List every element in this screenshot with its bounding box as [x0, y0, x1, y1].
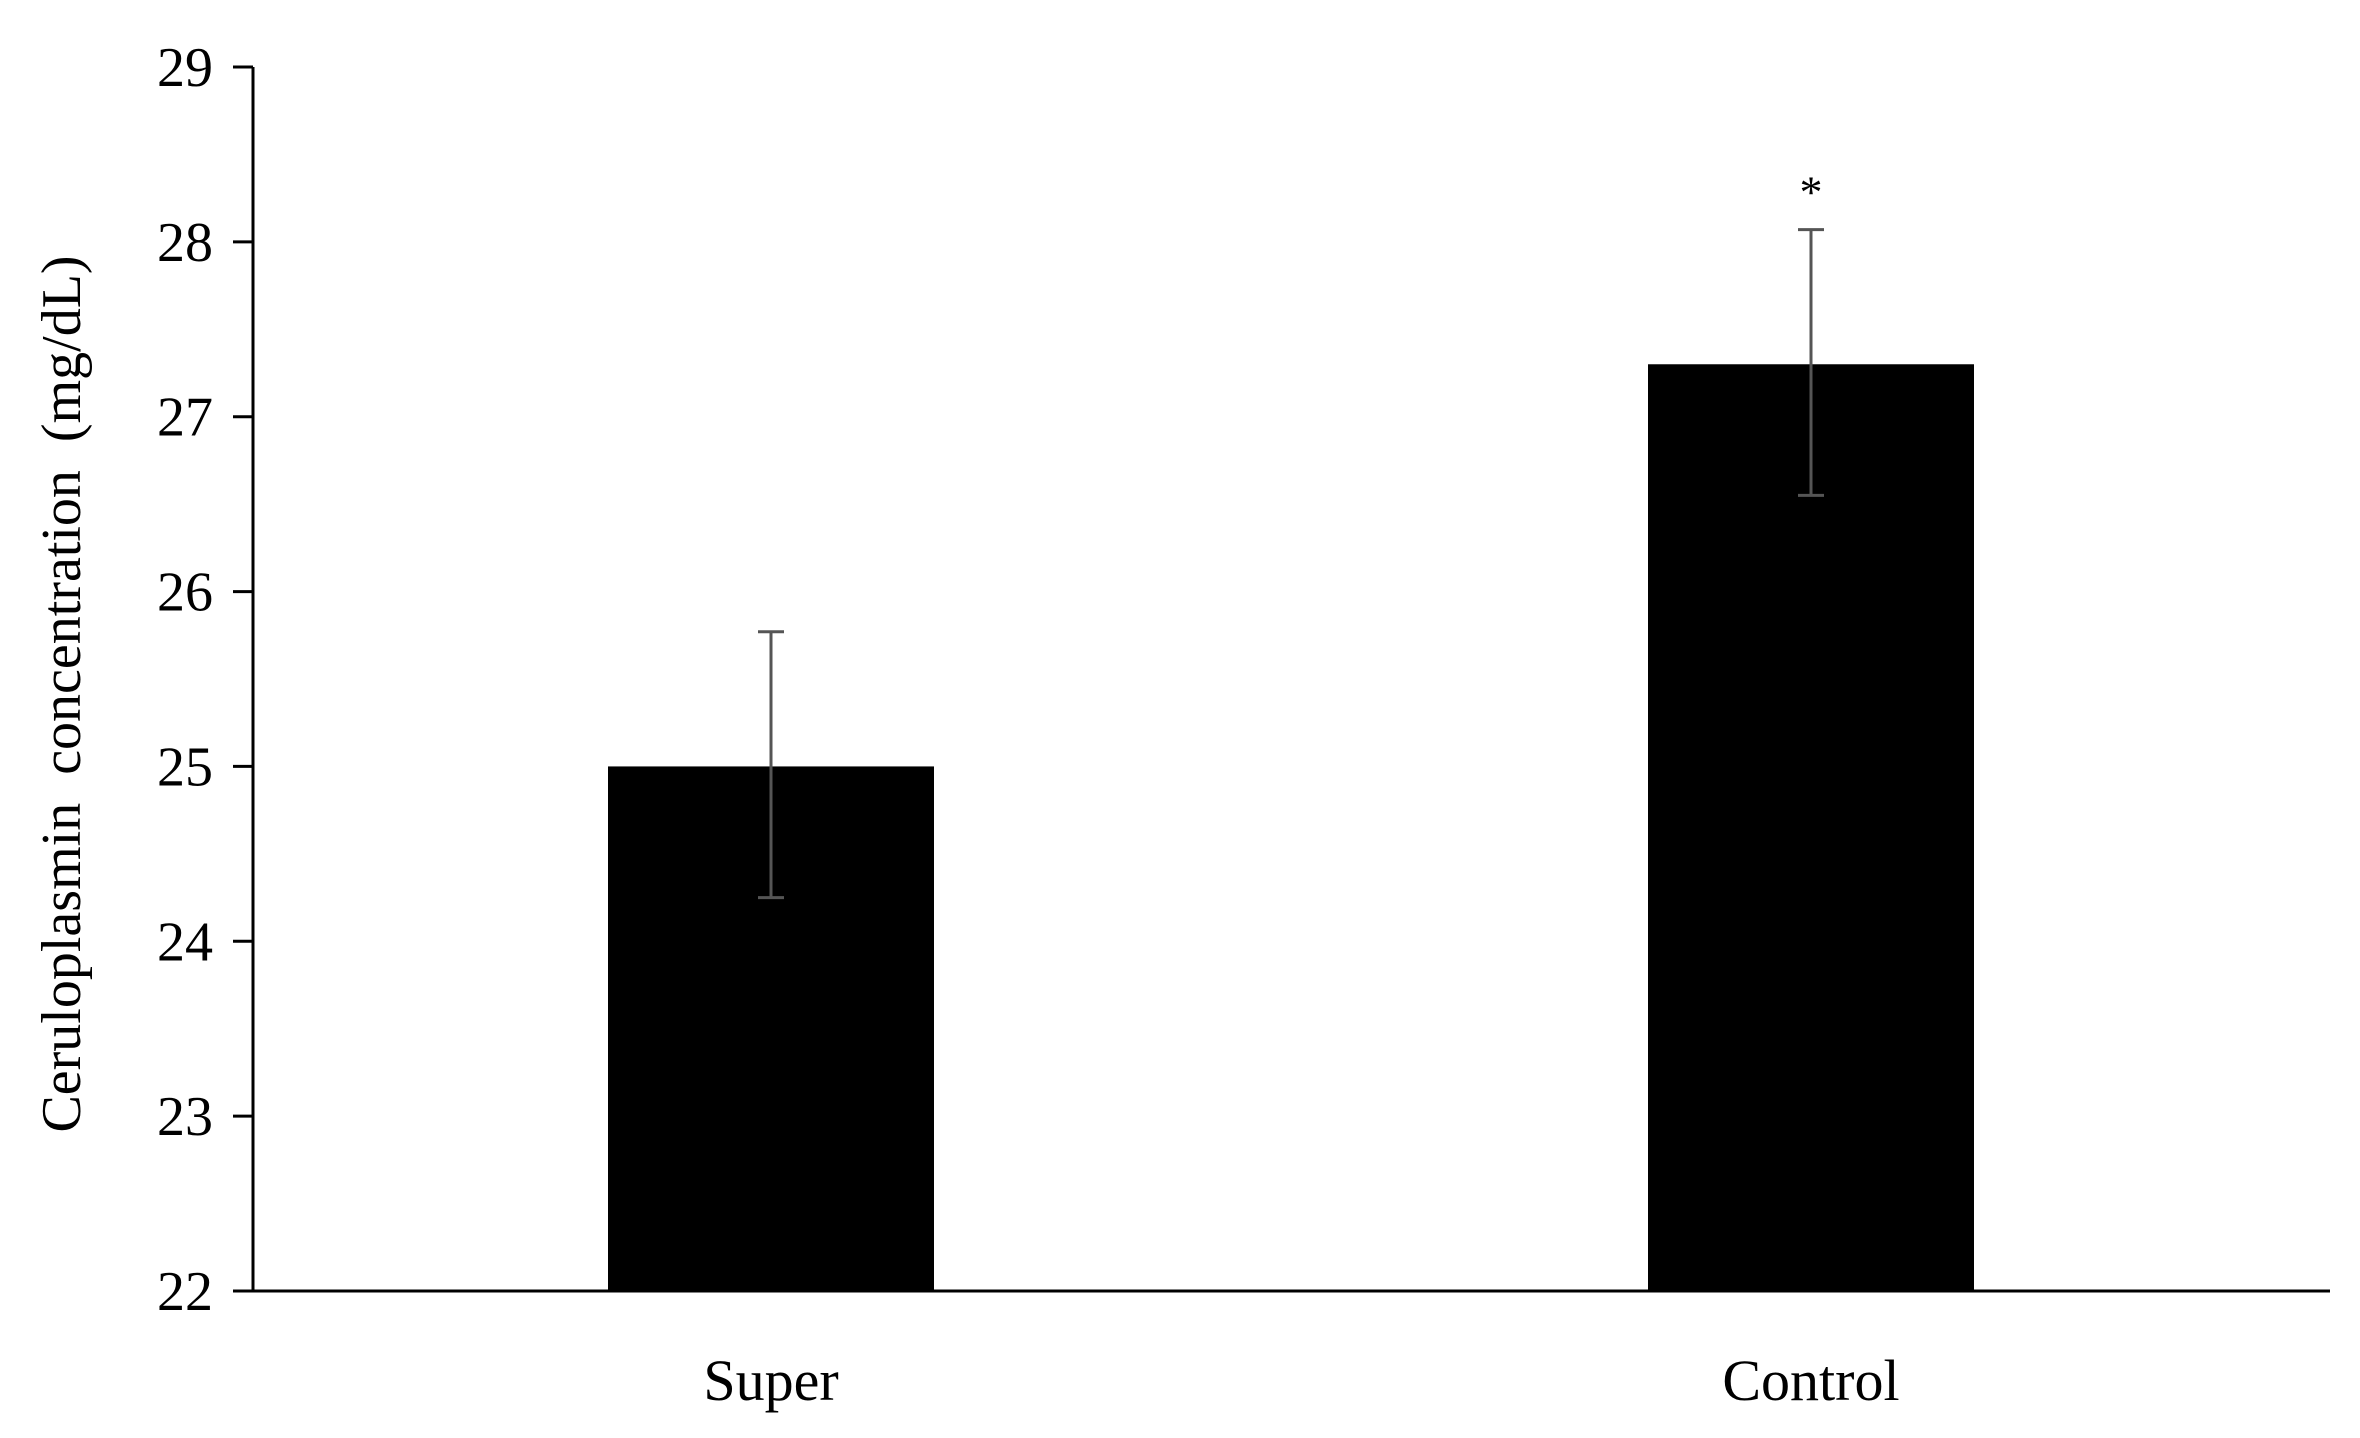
y-tick-label: 23 — [157, 1086, 213, 1148]
annotations: * — [1800, 167, 1823, 218]
bar-control — [1648, 364, 1974, 1291]
x-axis-labels: Super Control — [703, 1348, 1899, 1413]
x-tick-label-super: Super — [703, 1348, 838, 1413]
error-bars — [758, 228, 1824, 900]
error-bar-control — [1798, 228, 1824, 497]
x-tick-label-control: Control — [1722, 1348, 1899, 1413]
y-tick-label: 26 — [157, 562, 213, 624]
y-tick-label: 24 — [157, 911, 213, 973]
significance-marker: * — [1800, 167, 1823, 218]
y-tick-label: 25 — [157, 736, 213, 798]
y-axis-label: Ceruloplasmin concentration (mg/dL) — [31, 255, 93, 1132]
y-axis-ticks: 22 23 24 25 26 27 28 29 — [157, 37, 253, 1323]
bars — [608, 364, 1974, 1291]
y-tick-label: 22 — [157, 1261, 213, 1323]
error-bar-super — [758, 630, 784, 900]
y-tick-label: 27 — [157, 387, 213, 449]
y-tick-label: 29 — [157, 37, 213, 99]
y-tick-label: 28 — [157, 212, 213, 274]
